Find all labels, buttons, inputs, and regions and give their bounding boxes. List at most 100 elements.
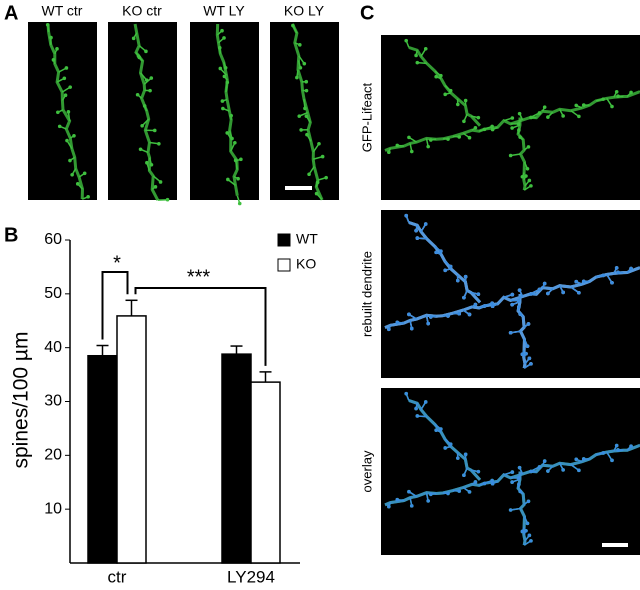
spine-head [63, 93, 68, 98]
spine-head [510, 302, 514, 307]
spine-head [298, 43, 302, 47]
spine-head [610, 104, 614, 109]
spine-head [508, 153, 513, 158]
images: WT ctr KO ctr WT LY KO LY GFP-Lifeact rebuilt… [28, 3, 640, 555]
micrograph [381, 210, 640, 378]
spine-head [295, 75, 299, 80]
spine-head [299, 128, 303, 132]
spine-head [66, 110, 71, 114]
spine-head [414, 228, 418, 233]
y-axis-label: spines/100 µm [10, 331, 33, 468]
spine-head [476, 469, 481, 474]
spine-head [152, 128, 157, 133]
spine-head [165, 197, 170, 202]
spine-head [68, 158, 72, 163]
spine-head [610, 280, 614, 285]
spine-head [526, 145, 531, 149]
dendrite [384, 444, 640, 507]
spine-head [574, 103, 579, 108]
spine-head [510, 126, 514, 130]
spine-head [158, 180, 163, 184]
spine-head [542, 281, 547, 286]
spine-head [423, 400, 428, 404]
spine-head [222, 36, 226, 40]
y-tick-label: 20 [44, 447, 62, 464]
spine-head [577, 290, 581, 295]
spine-head [221, 106, 225, 111]
spine-head [561, 290, 565, 295]
spine-head [307, 172, 311, 177]
spine-head [55, 47, 59, 51]
image-label: WT LY [203, 3, 245, 19]
spine-head [467, 312, 472, 317]
spine-head [135, 92, 140, 97]
spine-head [70, 172, 74, 177]
spine-head [546, 469, 550, 473]
spine-head [462, 295, 466, 300]
spine-head [297, 114, 302, 118]
spine-head [317, 141, 321, 146]
spine-head [508, 330, 513, 335]
spine-head [409, 504, 414, 508]
spine-head [426, 499, 430, 503]
spine-head [525, 521, 530, 526]
significance-bracket [101, 271, 129, 340]
spine-head [443, 446, 448, 450]
spine-head [456, 456, 460, 460]
dendrite [384, 90, 640, 152]
spine-head [456, 278, 460, 283]
spine-head [131, 36, 136, 41]
spine-head [443, 268, 448, 273]
micrograph [381, 35, 640, 200]
spine-head [610, 458, 614, 463]
spine-head [65, 138, 69, 143]
dendrite [408, 399, 482, 481]
spine-head [476, 292, 481, 296]
spine-head [387, 504, 391, 509]
panel-letter: A [4, 2, 18, 24]
spine-head [404, 213, 409, 218]
spine-head [138, 147, 143, 152]
spine-head [302, 61, 307, 66]
spine-head [510, 470, 515, 474]
image-label: rebuilt dendrite [359, 251, 374, 337]
spine-head [473, 302, 478, 307]
spine-head [304, 79, 309, 84]
spine-head [62, 76, 67, 81]
spine-head [233, 140, 237, 145]
image-label: WT ctr [42, 3, 83, 19]
dendrite [384, 266, 640, 329]
spine-head [456, 102, 460, 107]
spine-head [145, 160, 149, 165]
y-tick-label: 30 [44, 393, 62, 410]
image-label: GFP-Lifeact [359, 82, 374, 152]
spine-head [574, 279, 579, 284]
spine-head [387, 327, 391, 332]
y-tick-label: 40 [44, 339, 62, 356]
y-tick-label: 60 [44, 231, 62, 248]
legend-label: WT [296, 231, 318, 247]
spine-head [527, 356, 532, 361]
spine-head [510, 292, 515, 297]
spine-head [525, 344, 530, 348]
spine-head [57, 124, 62, 129]
spine-head [218, 66, 223, 71]
spine-head [86, 194, 90, 199]
spine-head [508, 508, 513, 512]
spine-head [407, 489, 411, 494]
spine-head [220, 99, 225, 103]
bar [221, 353, 252, 564]
spine-head [462, 119, 466, 124]
spine-head [561, 114, 565, 118]
spine-head [473, 480, 478, 484]
spine-head [467, 490, 472, 494]
spine-head [414, 406, 418, 411]
spine-head [574, 457, 579, 462]
dendrite [46, 23, 85, 200]
spine-head [473, 125, 478, 130]
micrograph [381, 388, 640, 555]
significance-label: *** [187, 266, 211, 288]
spine-head [577, 468, 581, 473]
image-label: KO LY [284, 3, 325, 19]
micrograph [108, 22, 177, 200]
